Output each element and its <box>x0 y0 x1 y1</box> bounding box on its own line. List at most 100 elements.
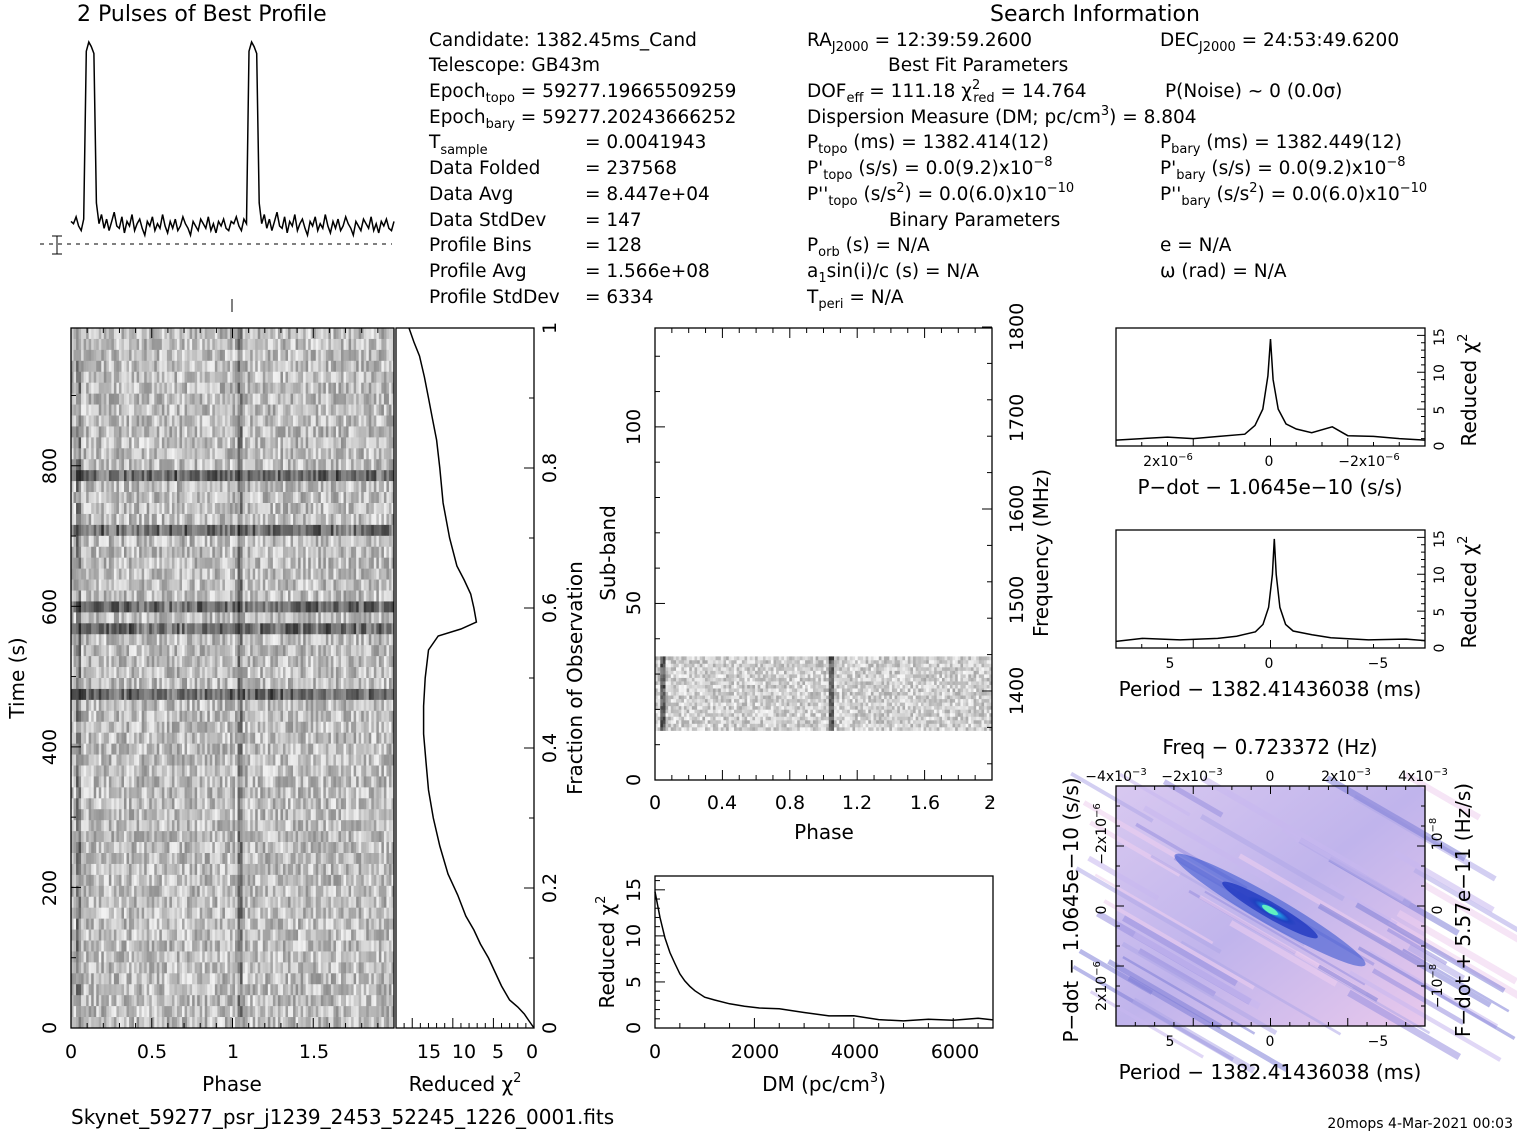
time-phase-cell <box>81 459 84 471</box>
time-phase-cell <box>136 349 140 362</box>
time-phase-cell <box>126 710 130 723</box>
time-phase-cell <box>320 590 324 602</box>
time-phase-cell <box>164 557 168 569</box>
time-phase-cell <box>358 481 362 493</box>
time-phase-cell <box>237 721 241 733</box>
time-phase-cell <box>192 535 195 548</box>
time-phase-cell <box>209 360 213 373</box>
time-phase-cell <box>275 656 279 668</box>
time-phase-cell <box>381 688 385 701</box>
time-phase-cell <box>272 579 276 591</box>
time-phase-cell <box>187 667 190 679</box>
time-phase-cell <box>265 732 269 744</box>
time-phase-cell <box>144 623 147 635</box>
time-phase-cell <box>98 470 102 482</box>
time-phase-cell <box>96 437 100 449</box>
time-phase-cell <box>123 743 127 755</box>
time-phase-cell <box>338 634 342 646</box>
time-phase-cell <box>187 481 190 493</box>
time-phase-cell <box>103 349 107 362</box>
time-phase-cell <box>164 590 168 602</box>
time-phase-cell <box>108 492 112 504</box>
time-phase-cell <box>356 721 359 733</box>
time-phase-cell <box>366 688 370 701</box>
time-phase-cell <box>260 470 264 482</box>
time-phase-cell <box>247 382 251 394</box>
time-phase-cell <box>358 612 362 624</box>
time-phase-cell <box>194 503 198 515</box>
time-phase-cell <box>308 667 312 679</box>
time-phase-cell <box>353 590 357 602</box>
time-phase-cell <box>270 678 274 690</box>
time-phase-cell <box>179 546 183 558</box>
time-phase-cell <box>391 393 395 405</box>
time-phase-cell <box>277 382 281 394</box>
time-phase-cell <box>323 459 327 471</box>
time-phase-cell <box>88 667 92 679</box>
time-phase-cell <box>96 448 100 460</box>
time-phase-cell <box>123 338 127 351</box>
time-phase-cell <box>313 645 317 657</box>
time-phase-cell <box>189 579 193 591</box>
time-phase-cell <box>265 382 269 394</box>
time-phase-cell <box>108 743 112 755</box>
time-phase-cell <box>366 328 370 340</box>
time-phase-cell <box>341 371 344 383</box>
time-phase-cell <box>257 338 261 351</box>
time-phase-cell <box>224 743 228 755</box>
time-phase-cell <box>305 699 309 712</box>
time-phase-cell <box>381 710 385 723</box>
time-phase-cell <box>126 328 130 340</box>
time-phase-cell <box>209 732 213 744</box>
time-phase-cell <box>371 732 375 744</box>
time-phase-cell <box>108 590 112 602</box>
time-phase-cell <box>204 721 208 733</box>
time-phase-cell <box>146 459 150 471</box>
time-phase-cell <box>164 524 168 537</box>
time-phase-cell <box>187 513 190 526</box>
time-phase-cell <box>202 579 206 591</box>
time-phase-cell <box>335 645 339 657</box>
time-phase-cell <box>388 590 392 602</box>
time-phase-cell <box>318 437 322 449</box>
time-phase-cell <box>391 371 395 383</box>
time-phase-cell <box>222 656 226 668</box>
time-phase-cell <box>212 503 216 515</box>
time-phase-cell <box>356 699 359 712</box>
time-phase-cell <box>217 612 221 624</box>
time-phase-cell <box>318 546 322 558</box>
time-phase-cell <box>288 503 291 515</box>
time-phase-cell <box>381 404 385 416</box>
time-phase-cell <box>149 404 153 416</box>
time-phase-cell <box>245 328 248 340</box>
time-phase-cell <box>136 328 140 340</box>
time-phase-cell <box>247 426 251 438</box>
time-phase-cell <box>386 437 390 449</box>
time-phase-cell <box>247 360 251 373</box>
time-phase-cell <box>176 535 180 548</box>
time-phase-cell <box>333 721 337 733</box>
time-phase-cell <box>386 645 390 657</box>
time-phase-cell <box>202 360 206 373</box>
time-phase-cell <box>245 338 248 351</box>
time-phase-cell <box>341 601 344 613</box>
time-phase-cell <box>78 568 82 580</box>
time-phase-cell <box>187 349 190 362</box>
time-phase-cell <box>363 470 367 482</box>
time-phase-cell <box>98 328 102 340</box>
time-phase-cell <box>356 546 359 558</box>
time-phase-cell <box>388 678 392 690</box>
time-phase-cell <box>212 371 216 383</box>
time-phase-cell <box>134 459 137 471</box>
time-phase-cell <box>179 590 183 602</box>
time-phase-cell <box>373 437 377 449</box>
time-phase-cell <box>356 634 359 646</box>
time-phase-cell <box>343 557 347 569</box>
time-phase-cell <box>229 437 233 449</box>
time-phase-cell <box>376 415 380 427</box>
time-phase-cell <box>189 688 193 701</box>
time-phase-cell <box>169 437 173 449</box>
time-phase-cell <box>318 645 322 657</box>
time-phase-cell <box>315 492 319 504</box>
time-phase-cell <box>93 590 97 602</box>
